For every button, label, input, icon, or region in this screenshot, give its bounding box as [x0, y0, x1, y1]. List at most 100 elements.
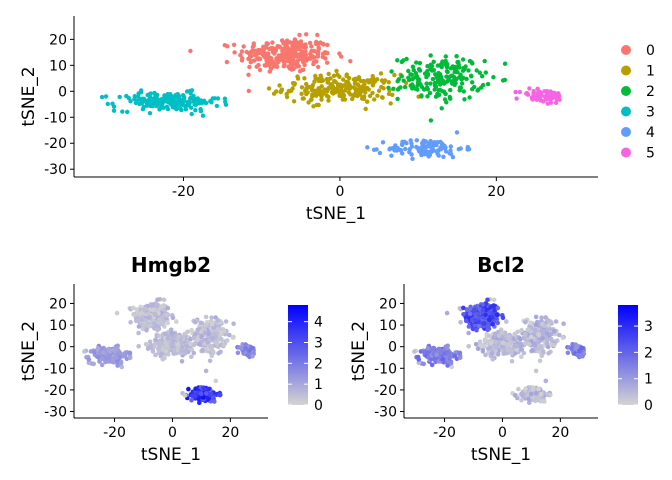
- hmgb2-point: [150, 307, 156, 313]
- hmgb2-point: [210, 349, 216, 354]
- bcl2-point: [501, 347, 507, 353]
- bcl2-point: [467, 311, 473, 317]
- hmgb2-y-tick-label: 20: [49, 296, 67, 312]
- hmgb2-point: [193, 331, 198, 337]
- cluster-point: [222, 96, 228, 101]
- cluster-point: [552, 90, 557, 96]
- bcl2-point: [542, 399, 547, 404]
- hmgb2-point: [179, 348, 184, 354]
- hmgb2-point: [91, 361, 96, 367]
- cluster-point: [409, 152, 414, 157]
- hmgb2-point: [193, 386, 198, 392]
- cluster-point: [470, 87, 475, 92]
- hmgb2-point: [225, 338, 230, 343]
- cluster-point: [322, 51, 328, 56]
- hmgb2-point: [203, 314, 209, 320]
- cluster-point: [285, 45, 290, 50]
- cluster-point: [409, 144, 415, 149]
- bcl2-y-tick-label: -30: [374, 405, 397, 421]
- hmgb2-point: [117, 354, 123, 360]
- cluster-point: [426, 150, 431, 155]
- bcl2-point: [557, 332, 562, 338]
- bcl2-point: [519, 347, 525, 352]
- cluster-point: [352, 81, 358, 86]
- cluster-point: [370, 90, 375, 96]
- cluster-point: [548, 89, 553, 94]
- cluster-point: [483, 70, 488, 75]
- cluster-point: [410, 64, 416, 69]
- bcl2-point: [533, 322, 539, 328]
- hmgb2-point: [215, 317, 221, 323]
- bcl2-point: [519, 398, 524, 403]
- cluster-point: [367, 93, 373, 99]
- cluster-point: [315, 32, 320, 38]
- cluster-point: [456, 59, 461, 65]
- bcl2-point: [452, 353, 458, 359]
- cluster-point: [463, 64, 468, 69]
- legend-label-1: 1: [646, 64, 655, 80]
- hmgb2-x-tick-label: 20: [221, 425, 239, 441]
- cluster-point: [430, 76, 436, 82]
- bcl2-x-axis-title: tSNE_1: [471, 445, 531, 465]
- cluster-point: [316, 45, 321, 50]
- bcl2-point: [470, 326, 476, 332]
- cluster-point: [344, 85, 349, 90]
- hmgb2-point: [86, 357, 92, 362]
- bcl2-point: [444, 310, 450, 316]
- cluster-point: [427, 90, 433, 96]
- cluster-point: [188, 91, 193, 96]
- hmgb2-point: [153, 337, 159, 343]
- cluster-point: [477, 70, 482, 75]
- hmgb2-colorbar-gradient: [288, 305, 308, 405]
- cluster-point: [400, 139, 405, 144]
- bcl2-point: [491, 297, 497, 303]
- bcl2-point: [500, 315, 506, 321]
- cluster-point: [457, 85, 463, 90]
- cluster-point: [296, 64, 302, 69]
- cluster-point: [186, 102, 192, 107]
- cluster-point: [556, 96, 561, 101]
- bcl2-colorbar-label: 2: [644, 345, 653, 361]
- hmgb2-point: [182, 351, 188, 356]
- cluster-point: [452, 82, 457, 88]
- cluster-point: [425, 94, 430, 99]
- cluster-point: [389, 69, 394, 74]
- cluster-point: [429, 145, 434, 150]
- cluster-point: [382, 78, 388, 83]
- hmgb2-point: [139, 317, 145, 323]
- bcl2-point: [522, 341, 528, 346]
- hmgb2-point: [212, 399, 217, 404]
- bcl2-point: [548, 331, 554, 337]
- cluster-point: [443, 91, 448, 97]
- cluster-point: [341, 77, 346, 82]
- cluster-point: [141, 104, 146, 110]
- bcl2-point: [539, 353, 545, 359]
- hmgb2-point: [174, 319, 179, 324]
- cluster-point: [535, 86, 540, 92]
- hmgb2-point: [209, 353, 215, 359]
- cluster-point: [312, 79, 317, 84]
- cluster-point: [404, 56, 409, 62]
- cluster-point: [191, 97, 196, 102]
- cluster-point: [476, 87, 481, 92]
- hmgb2-point: [215, 327, 221, 332]
- cluster-point: [189, 105, 194, 110]
- cluster-point: [193, 108, 198, 113]
- cluster-point: [191, 93, 196, 99]
- cluster-point: [462, 97, 467, 102]
- cluster-point: [179, 97, 184, 103]
- bcl2-point: [495, 320, 501, 326]
- bcl2-point: [490, 321, 495, 327]
- bcl2-point: [490, 356, 496, 362]
- hmgb2-point: [152, 321, 157, 326]
- cluster-point: [176, 104, 182, 109]
- cluster-point: [292, 37, 298, 42]
- hmgb2-point: [136, 344, 141, 349]
- cluster-point: [257, 67, 263, 73]
- hmgb2-point: [108, 349, 113, 354]
- cluster-point: [380, 140, 386, 145]
- cluster-point: [545, 94, 550, 99]
- cluster-point: [365, 99, 370, 104]
- cluster-point: [241, 44, 246, 49]
- hmgb2-point: [219, 336, 224, 342]
